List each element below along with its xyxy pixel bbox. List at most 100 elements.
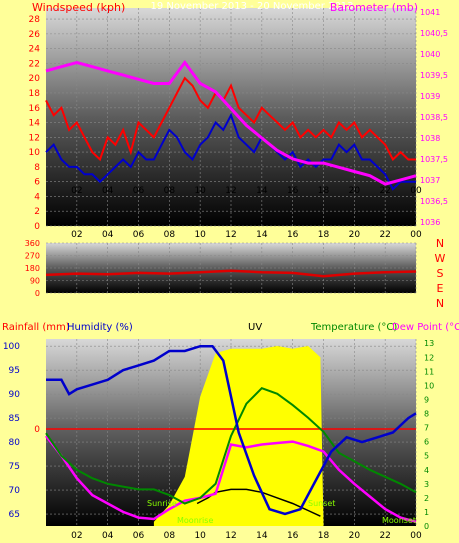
chart3-x-tick-20: 20 <box>349 531 361 541</box>
chart1-x-tick-20: 20 <box>349 230 361 240</box>
chart3-right-tick-12: 12 <box>424 353 434 362</box>
chart3-left-tick-95: 95 <box>9 366 20 376</box>
humidity-label: Humidity (%) <box>67 322 133 333</box>
chart1-left-tick-16: 16 <box>29 104 41 114</box>
wind-speed-line <box>45 112 416 191</box>
chart2-compass-0: N <box>436 237 444 250</box>
chart3-left-tick-80: 80 <box>9 438 21 448</box>
uv-label: UV <box>248 322 262 333</box>
wind-barometer-chart: 02 04 06 08 10 12 14 16 18 20 22 000246810121416182… <box>29 1 448 240</box>
dewpoint-line <box>45 435 417 524</box>
chart1-right-tick-1037,5: 1037,5 <box>420 155 448 164</box>
chart3-right-tick-11: 11 <box>424 367 434 376</box>
chart1-x-tick-00: 00 <box>410 230 422 240</box>
chart1-right-axis-title: Barometer (mb) <box>330 1 418 14</box>
chart1-x-tick-10: 10 <box>194 230 206 240</box>
chart1-left-tick-6: 6 <box>34 178 40 188</box>
chart3-left-tick-100: 100 <box>3 342 20 352</box>
chart2-left-tick-360: 360 <box>25 239 40 248</box>
wind-gust-line <box>45 76 416 162</box>
chart1-left-tick-2: 2 <box>34 207 40 217</box>
chart1-title: 19 November 2013 - 20 November 2013 <box>150 1 353 12</box>
chart1-left-tick-24: 24 <box>29 45 41 55</box>
chart3-x-tick-06: 06 <box>133 531 145 541</box>
annotation-moonrise: Moonrise <box>177 516 213 525</box>
chart3-right-tick-1: 1 <box>424 508 429 517</box>
chart1-right-tick-1036: 1036 <box>420 218 440 227</box>
chart1-left-tick-8: 8 <box>34 163 40 173</box>
chart3-x-tick-08: 08 <box>164 531 176 541</box>
rainfall-label: Rainfall (mm) <box>2 322 70 333</box>
chart1-x-tick-08: 08 <box>164 230 176 240</box>
chart3-right-tick-4: 4 <box>424 466 429 475</box>
chart3-left-tick-70: 70 <box>9 486 21 496</box>
chart1-x-tick-04: 04 <box>102 230 114 240</box>
chart2-grid <box>46 242 417 294</box>
chart3-right-tick-6: 6 <box>424 438 429 447</box>
temperature-line <box>45 387 417 505</box>
chart1-left-tick-10: 10 <box>29 148 41 158</box>
chart1-x-tick-06: 06 <box>133 230 145 240</box>
chart1-right-tick-1041: 1041 <box>420 8 440 17</box>
chart2-compass-3: E <box>437 282 444 295</box>
chart3-x-tick-12: 12 <box>225 531 236 541</box>
chart1-left-tick-4: 4 <box>34 192 40 202</box>
chart2-x-tick-06: 06 <box>133 186 145 196</box>
chart1-left-tick-22: 22 <box>29 59 40 69</box>
chart3-right-tick-3: 3 <box>424 480 429 489</box>
chart1-left-tick-0: 0 <box>34 222 40 232</box>
chart1-x-tick-16: 16 <box>287 230 299 240</box>
chart3-series <box>45 344 417 526</box>
humidity-line <box>46 344 417 516</box>
annotation-sunrise: Sunrise <box>147 499 177 508</box>
temperature-humidity-chart: 02 04 06 08 10 12 14 16 18 20 22 006570758085909510… <box>2 322 459 541</box>
chart3-x-tick-10: 10 <box>194 531 206 541</box>
chart3-x-tick-02: 02 <box>71 531 82 541</box>
chart1-right-tick-1036,5: 1036,5 <box>420 197 448 206</box>
chart1-x-tick-02: 02 <box>71 230 82 240</box>
chart3-ticks: 02 04 06 08 10 12 14 16 18 20 22 006570758085909510… <box>3 339 434 541</box>
chart3-x-tick-04: 04 <box>102 531 114 541</box>
chart2-x-tick-18: 18 <box>318 186 330 196</box>
chart1-right-tick-1038: 1038 <box>420 134 440 143</box>
chart3-left-tick-90: 90 <box>9 390 21 400</box>
chart3-left-tick-75: 75 <box>9 462 20 472</box>
chart1-left-tick-14: 14 <box>29 119 41 129</box>
dewpoint-label: Dew Point (°C) <box>392 322 459 333</box>
chart2-x-tick-08: 08 <box>164 186 176 196</box>
chart2-x-tick-02: 02 <box>71 186 82 196</box>
chart3-right-tick-8: 8 <box>424 410 429 419</box>
chart2-x-tick-20: 20 <box>349 186 361 196</box>
chart2-compass-4: N <box>436 297 444 310</box>
annotation-moonset: Moonset <box>382 516 416 525</box>
chart1-x-tick-14: 14 <box>256 230 268 240</box>
chart2-compass-1: W <box>435 252 446 265</box>
chart1-x-tick-22: 22 <box>379 230 390 240</box>
chart2-left-tick-270: 270 <box>25 252 40 261</box>
chart1-right-tick-1038,5: 1038,5 <box>420 113 448 122</box>
chart1-right-tick-1040: 1040 <box>420 50 440 59</box>
chart3-right-tick-10: 10 <box>424 381 434 390</box>
chart3-right-tick-5: 5 <box>424 452 429 461</box>
rainfall-zero-tick: 0 <box>34 425 40 435</box>
chart3-x-tick-22: 22 <box>379 531 390 541</box>
wind-direction-line <box>45 269 417 278</box>
chart1-ticks: 02 04 06 08 10 12 14 16 18 20 22 000246810121416182… <box>29 8 448 240</box>
chart3-x-tick-00: 00 <box>410 531 422 541</box>
chart1-left-tick-12: 12 <box>29 133 40 143</box>
chart2-series <box>45 269 417 278</box>
chart2-left-tick-0: 0 <box>35 289 40 298</box>
chart3-x-tick-18: 18 <box>318 531 330 541</box>
chart3-right-tick-0: 0 <box>424 522 429 531</box>
chart1-right-tick-1037: 1037 <box>420 176 440 185</box>
chart2-compass-2: S <box>437 267 444 280</box>
chart2-x-tick-04: 04 <box>102 186 114 196</box>
chart1-left-tick-20: 20 <box>29 74 41 84</box>
chart3-right-tick-2: 2 <box>424 494 429 503</box>
chart1-x-tick-18: 18 <box>318 230 330 240</box>
chart2-x-tick-16: 16 <box>287 186 299 196</box>
chart2-x-tick-00: 00 <box>410 186 422 196</box>
chart3-x-tick-16: 16 <box>287 531 299 541</box>
